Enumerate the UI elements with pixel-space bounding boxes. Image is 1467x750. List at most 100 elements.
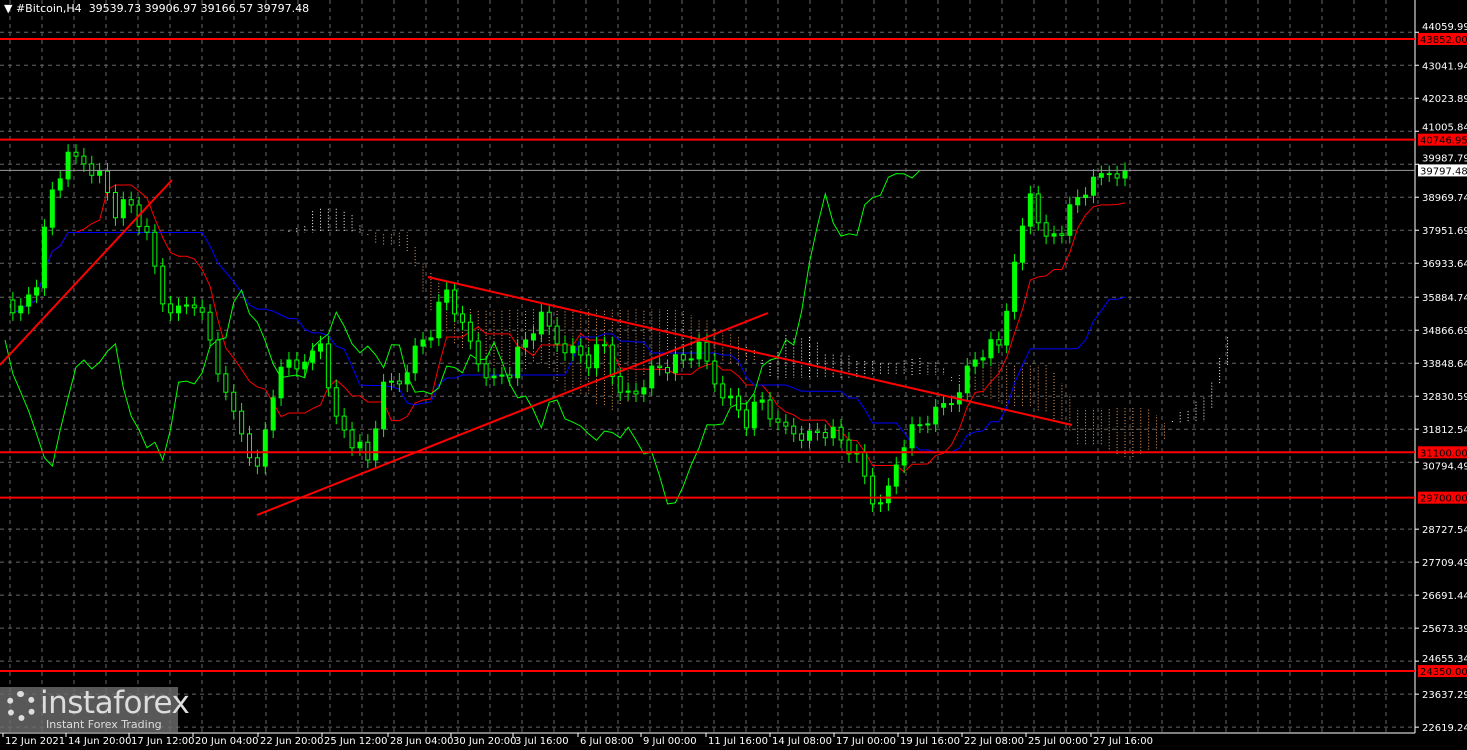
x-tick-label: 14 Jul 08:00 [772, 736, 832, 747]
candle-body [1122, 169, 1128, 179]
level-price-tag [1418, 33, 1467, 45]
candle-body [1083, 194, 1089, 199]
candle-body [207, 311, 213, 341]
candle-body [759, 399, 765, 403]
candle-body [26, 294, 32, 307]
candle-body [807, 430, 813, 441]
candle-body [562, 343, 568, 354]
y-tick-label: 34866.69 [1422, 326, 1467, 337]
candle-body [696, 341, 702, 360]
x-tick-label: 20 Jun 04:00 [195, 736, 259, 747]
x-tick-label: 17 Jun 12:00 [131, 736, 195, 747]
candle-body [176, 305, 182, 314]
candle-body [720, 383, 726, 399]
candle-body [830, 426, 836, 439]
candle-body [972, 359, 978, 367]
candle-body [144, 225, 150, 233]
candle-body [396, 380, 402, 385]
candle-body [799, 433, 805, 441]
candle-body [791, 425, 797, 435]
candle-body [231, 391, 237, 412]
level-price-label: 29700.00 [1420, 494, 1467, 505]
candle-body [814, 430, 820, 433]
collapse-triangle-icon[interactable]: ▼ [4, 2, 16, 15]
y-tick-label: 28727.54 [1422, 525, 1467, 536]
candle-body [388, 380, 394, 383]
candle-body [736, 395, 742, 411]
candle-body [262, 429, 268, 467]
candle-body [783, 421, 789, 427]
y-tick-label: 25673.39 [1422, 624, 1467, 635]
candle-body [183, 304, 189, 307]
candle-body [57, 178, 63, 191]
candle-body [310, 350, 316, 363]
x-tick-label: 3 Jul 16:00 [515, 736, 569, 747]
candle-body [160, 265, 166, 305]
candle-body [712, 360, 718, 385]
candle-body [988, 339, 994, 359]
candle-body [1019, 225, 1025, 263]
y-tick-label: 42023.89 [1422, 94, 1467, 105]
y-tick-label: 22619.24 [1422, 723, 1467, 734]
candle-body [948, 403, 954, 406]
current-price-label: 39797.48 [1420, 166, 1467, 177]
candle-body [996, 339, 1002, 346]
level-price-label: 43852.00 [1420, 35, 1467, 46]
candle-body [515, 346, 521, 379]
candle-body [317, 343, 323, 352]
ohlc-readout: 39539.73 39906.97 39166.57 39797.48 [88, 2, 310, 15]
candle-body [128, 199, 134, 206]
candle-body [152, 231, 158, 267]
candle-body [751, 401, 757, 429]
candle-body [704, 341, 710, 362]
candle-body [41, 226, 47, 289]
candle-body [1075, 197, 1081, 206]
candle-body [680, 354, 686, 361]
candle-body [420, 339, 426, 347]
y-tick-label: 26691.44 [1422, 591, 1467, 602]
candle-body [530, 333, 536, 341]
y-tick-label: 23637.29 [1422, 690, 1467, 701]
candle-body [1051, 233, 1057, 237]
candle-body [941, 403, 947, 408]
candle-body [570, 345, 576, 354]
y-tick-label: 38969.74 [1422, 193, 1467, 204]
candle-body [459, 313, 465, 323]
x-tick-label: 25 Jun 12:00 [324, 736, 388, 747]
candle-body [665, 367, 671, 374]
candle-body [578, 345, 584, 356]
candle-body [822, 431, 828, 439]
level-price-tag [1418, 446, 1467, 459]
candle-body [893, 464, 899, 487]
candle-body [507, 374, 513, 379]
candle-body [333, 387, 339, 417]
y-tick-label: 44059.99 [1422, 22, 1467, 33]
candle-body [168, 303, 174, 314]
candle-body [223, 373, 229, 393]
x-tick-label: 25 Jul 00:00 [1028, 736, 1088, 747]
x-tick-label: 28 Jun 04:00 [390, 736, 454, 747]
candle-body [499, 374, 505, 377]
gear-logo-icon [6, 691, 36, 721]
candle-body [625, 390, 631, 393]
candle-body [105, 170, 111, 193]
x-tick-label: 22 Jun 20:00 [260, 736, 324, 747]
candle-body [191, 304, 197, 309]
candle-body [278, 366, 284, 399]
candle-body [215, 339, 221, 375]
x-tick-label: 30 Jun 20:00 [453, 736, 517, 747]
y-tick-label: 41005.84 [1422, 123, 1467, 134]
candle-body [909, 424, 915, 449]
level-price-tag [1418, 665, 1467, 678]
candle-body [294, 359, 300, 370]
level-price-label: 24350.00 [1420, 667, 1467, 678]
y-tick-label: 33848.64 [1422, 359, 1467, 370]
x-tick-label: 22 Jul 08:00 [964, 736, 1024, 747]
logo-name: instaforex [40, 685, 190, 721]
candle-body [523, 339, 529, 348]
candle-body [846, 439, 852, 455]
candle-body [601, 344, 607, 347]
candle-body [73, 151, 79, 157]
candle-body [373, 428, 379, 461]
